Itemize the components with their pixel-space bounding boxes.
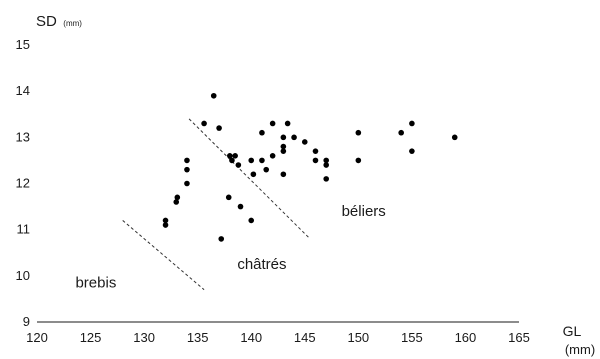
y-tick-label: 9 xyxy=(23,314,30,329)
scatter-point xyxy=(409,148,415,154)
scatter-point xyxy=(218,236,225,242)
scatter-point xyxy=(184,166,190,173)
y-tick-label: 15 xyxy=(16,37,30,52)
x-tick-label: 130 xyxy=(133,330,155,345)
scatter-point xyxy=(355,157,362,164)
scatter-point xyxy=(174,194,181,201)
scatter-point xyxy=(162,222,169,228)
y-tick-label: 13 xyxy=(16,129,30,144)
scatter-point xyxy=(269,153,276,159)
x-tick-label: 150 xyxy=(347,330,369,345)
x-tick-label: 145 xyxy=(294,330,316,345)
x-axis-unit: (mm) xyxy=(565,342,595,357)
scatter-point xyxy=(323,176,330,182)
scatter-point xyxy=(248,217,255,224)
x-tick-label: 160 xyxy=(455,330,477,345)
group-annotations: brebis châtrés béliers xyxy=(75,203,385,292)
scatter-point xyxy=(323,157,330,164)
scatter-point xyxy=(284,120,291,127)
x-tick-label: 125 xyxy=(80,330,102,345)
x-tick-label: 140 xyxy=(240,330,262,345)
scatter-point xyxy=(291,134,297,141)
y-axis-title: SD (mm) xyxy=(36,13,82,30)
scatter-point xyxy=(398,129,404,136)
scatter-point xyxy=(355,129,362,136)
x-tick-label: 120 xyxy=(26,330,48,345)
scatter-point xyxy=(451,134,458,141)
data-points xyxy=(162,92,458,242)
scatter-point xyxy=(227,153,233,159)
scatter-point xyxy=(173,199,180,205)
scatter-point xyxy=(184,180,190,187)
scatter-point xyxy=(237,203,244,210)
group-label: brebis xyxy=(75,274,116,291)
scatter-point xyxy=(280,148,287,154)
scatter-point xyxy=(248,157,255,164)
x-tick-label: 165 xyxy=(508,330,530,345)
y-tick-label: 11 xyxy=(17,222,31,237)
scatter-point xyxy=(312,157,319,164)
separator-line xyxy=(122,220,205,291)
group-label: châtrés xyxy=(237,256,286,273)
y-tick-label: 14 xyxy=(16,83,30,98)
y-axis-label: SD xyxy=(36,13,57,30)
scatter-point xyxy=(210,92,217,99)
x-tick-labels: 120 125 130 135 140 145 150 155 160 165 xyxy=(26,330,530,345)
scatter-point xyxy=(201,120,207,127)
y-tick-labels: 9 10 11 12 13 14 15 xyxy=(16,37,30,329)
scatter-point xyxy=(216,125,222,131)
scatter-point xyxy=(269,120,276,127)
x-axis-label: GL xyxy=(563,323,582,339)
scatter-point xyxy=(235,162,242,168)
scatter-point xyxy=(225,194,232,201)
scatter-point xyxy=(229,157,235,164)
y-tick-label: 12 xyxy=(16,176,30,191)
separator-line xyxy=(188,118,311,240)
scatter-point xyxy=(259,129,265,136)
group-label: béliers xyxy=(342,203,386,220)
y-axis-unit: (mm) xyxy=(63,19,82,28)
scatter-point xyxy=(301,139,308,145)
scatter-point xyxy=(250,171,257,178)
x-tick-label: 155 xyxy=(401,330,423,345)
group-separators xyxy=(122,118,311,291)
scatter-point xyxy=(323,162,330,168)
scatter-point xyxy=(162,217,169,224)
scatter-point xyxy=(280,143,287,150)
scatter-point xyxy=(409,120,415,127)
x-tick-label: 135 xyxy=(187,330,209,345)
scatter-point xyxy=(184,157,190,164)
scatter-point xyxy=(280,171,287,178)
scatter-point xyxy=(312,148,319,154)
scatter-point xyxy=(280,134,287,141)
y-tick-label: 10 xyxy=(16,268,30,283)
scatter-point xyxy=(259,157,265,164)
scatter-point xyxy=(263,166,270,173)
scatter-point xyxy=(232,153,238,159)
